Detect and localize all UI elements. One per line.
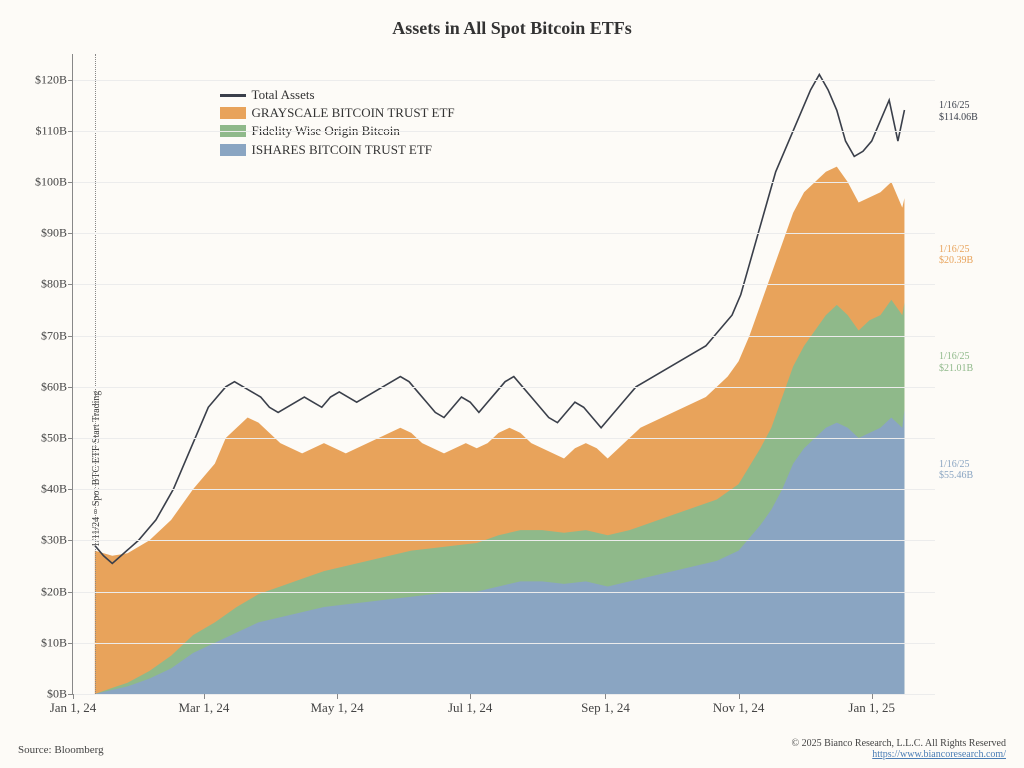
x-tick-label: Mar 1, 24 (178, 694, 229, 716)
gridline-h (73, 233, 935, 234)
legend: Total AssetsGRAYSCALE BITCOIN TRUST ETFF… (220, 86, 455, 159)
gridline-h (73, 284, 935, 285)
source-attribution: Source: Bloomberg (18, 744, 104, 756)
copyright-text: © 2025 Bianco Research, L.L.C. All Right… (791, 738, 1006, 749)
legend-label: GRAYSCALE BITCOIN TRUST ETF (252, 104, 455, 122)
legend-item: GRAYSCALE BITCOIN TRUST ETF (220, 104, 455, 122)
gridline-h (73, 387, 935, 388)
y-tick-label: $30B (41, 533, 73, 548)
y-tick-label: $90B (41, 226, 73, 241)
y-tick-label: $70B (41, 328, 73, 343)
x-tick-label: Nov 1, 24 (713, 694, 765, 716)
series-end-label: 1/16/25$55.46B (939, 459, 973, 482)
legend-label: ISHARES BITCOIN TRUST ETF (252, 141, 432, 159)
y-tick-label: $100B (35, 175, 73, 190)
series-end-label: 1/16/25$20.39B (939, 244, 973, 267)
gridline-h (73, 438, 935, 439)
gridline-h (73, 540, 935, 541)
chart-title: Assets in All Spot Bitcoin ETFs (0, 18, 1024, 39)
series-end-label: 1/16/25$21.01B (939, 351, 973, 374)
gridline-h (73, 592, 935, 593)
legend-label: Total Assets (252, 86, 315, 104)
x-tick-label: Jul 1, 24 (448, 694, 492, 716)
series-end-label: 1/16/25$114.06B (939, 100, 978, 123)
gridline-h (73, 643, 935, 644)
gridline-h (73, 80, 935, 81)
gridline-h (73, 489, 935, 490)
x-tick-label: Jan 1, 25 (848, 694, 895, 716)
x-tick-label: Jan 1, 24 (50, 694, 97, 716)
start-trading-label: 1/11/24 = Spot BTC ETF Start Trading (91, 390, 102, 546)
total-line-layer (73, 54, 935, 694)
y-tick-label: $20B (41, 584, 73, 599)
legend-swatch (220, 144, 246, 156)
legend-swatch (220, 107, 246, 119)
y-tick-label: $50B (41, 431, 73, 446)
copyright-link[interactable]: https://www.biancoresearch.com/ (872, 749, 1006, 760)
gridline-h (73, 336, 935, 337)
y-tick-label: $10B (41, 635, 73, 650)
x-tick-label: May 1, 24 (311, 694, 364, 716)
legend-item: Total Assets (220, 86, 455, 104)
gridline-h (73, 182, 935, 183)
start-trading-vline (95, 54, 96, 694)
y-tick-label: $60B (41, 379, 73, 394)
y-tick-label: $40B (41, 482, 73, 497)
x-tick-label: Sep 1, 24 (581, 694, 630, 716)
y-tick-label: $80B (41, 277, 73, 292)
legend-swatch (220, 94, 246, 97)
gridline-h (73, 131, 935, 132)
legend-item: ISHARES BITCOIN TRUST ETF (220, 141, 455, 159)
plot-area: 1/11/24 = Spot BTC ETF Start Trading Tot… (72, 54, 935, 695)
y-tick-label: $120B (35, 72, 73, 87)
y-tick-label: $110B (35, 123, 73, 138)
copyright: © 2025 Bianco Research, L.L.C. All Right… (791, 738, 1006, 760)
